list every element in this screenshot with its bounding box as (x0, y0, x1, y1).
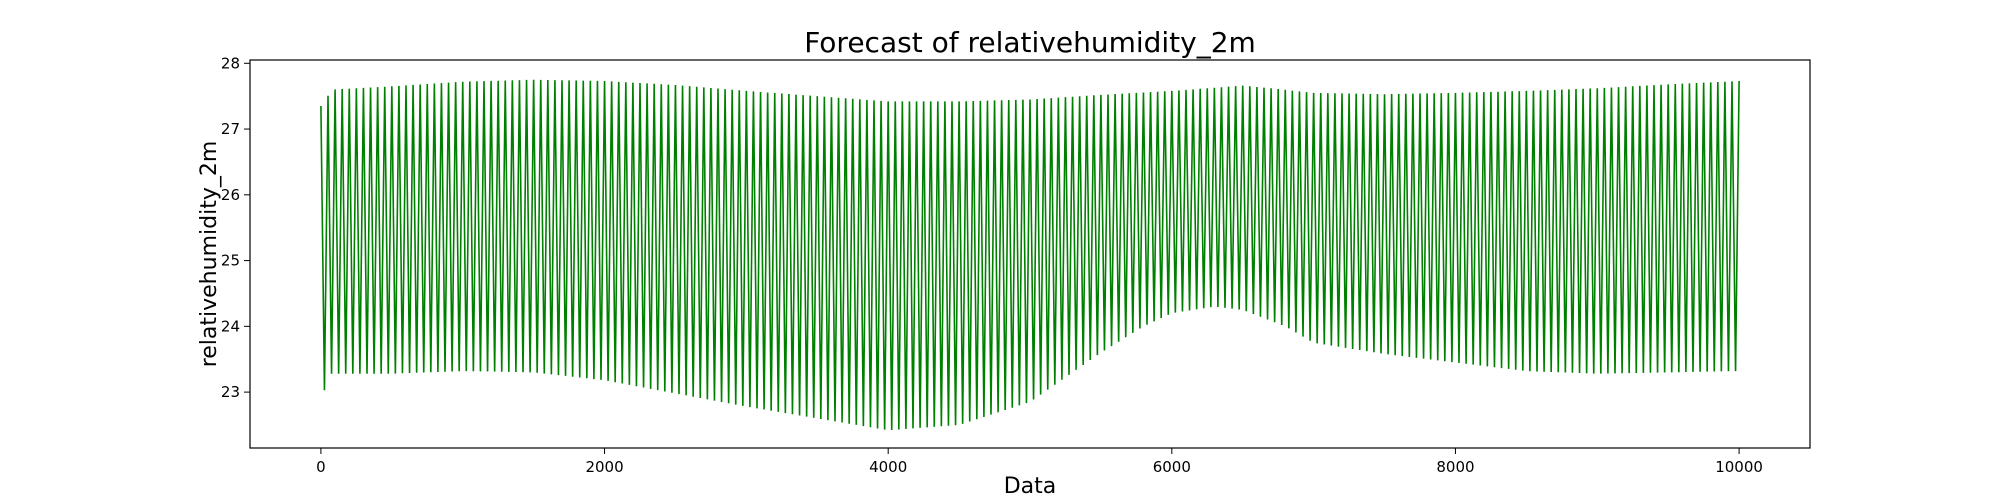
x-tick-label: 0 (316, 458, 326, 476)
y-tick-label: 28 (221, 54, 240, 72)
y-axis-label: relativehumidity_2m (197, 141, 222, 368)
x-tick-label: 4000 (869, 458, 907, 476)
x-axis-label: Data (1004, 474, 1057, 499)
x-tick-label: 6000 (1153, 458, 1191, 476)
x-tick-label: 10000 (1715, 458, 1763, 476)
series-layer (320, 79, 1740, 430)
chart-title: Forecast of relativehumidity_2m (804, 26, 1256, 59)
x-tick-label: 8000 (1436, 458, 1474, 476)
plot-area (249, 59, 1811, 449)
y-axis: 23 24 25 26 27 28 (221, 54, 250, 401)
plot-frame (249, 59, 1811, 449)
y-tick-label: 24 (221, 317, 240, 335)
x-axis: 0 2000 4000 6000 8000 10000 (316, 448, 1763, 476)
x-tick-label: 2000 (585, 458, 623, 476)
y-tick-label: 23 (221, 383, 240, 401)
y-tick-label: 27 (221, 120, 240, 138)
series-line-0 (320, 79, 1740, 430)
y-tick-label: 25 (221, 252, 240, 270)
y-tick-label: 26 (221, 186, 240, 204)
